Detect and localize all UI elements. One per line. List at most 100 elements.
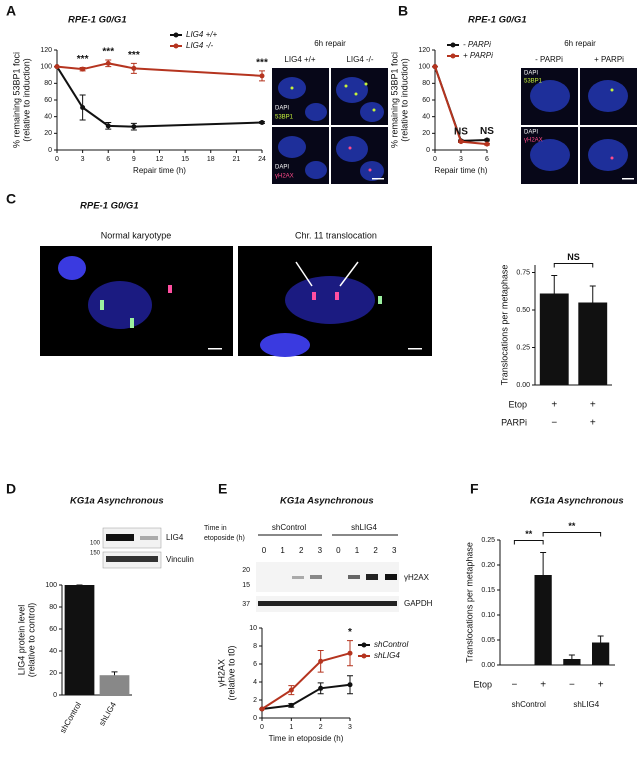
- micrograph-grid: [272, 68, 388, 184]
- bracket: [553, 263, 594, 268]
- band: [366, 574, 378, 580]
- y-tick-label: 10: [249, 625, 257, 632]
- y-tick-label: 0.50: [516, 307, 530, 314]
- scale-bar: [408, 348, 422, 350]
- chart-title: RPE-1 G0/G1: [68, 15, 127, 26]
- data-point: [131, 124, 137, 130]
- band: [348, 575, 360, 579]
- y-axis-label: γH2AX: [216, 659, 226, 687]
- bar: [539, 293, 569, 385]
- data-point: [105, 60, 111, 66]
- significance-label: ***: [77, 54, 89, 65]
- significance-label: ***: [128, 50, 140, 61]
- chart-title: KG1a Asynchronous: [70, 496, 164, 507]
- band: [140, 536, 158, 540]
- size-marker: 100: [90, 541, 101, 547]
- band-label: Vinculin: [166, 555, 194, 564]
- lane-label: 1: [355, 546, 360, 555]
- y-tick-label: 4: [253, 679, 257, 686]
- series-line: [261, 652, 351, 710]
- stain-label: γH2AX: [524, 138, 543, 144]
- error-bar: [111, 671, 118, 676]
- scale-bar: [372, 178, 384, 180]
- chromosomes: [285, 276, 375, 324]
- image-column-label: LIG4 -/-: [346, 55, 373, 64]
- bar: [578, 302, 608, 385]
- image-column-label: LIG4 +/+: [284, 55, 315, 64]
- panel-label: B: [398, 3, 408, 19]
- data-point: [259, 73, 265, 79]
- y-tick-label: 0.05: [481, 637, 495, 644]
- focus: [610, 88, 614, 92]
- focus: [348, 146, 352, 150]
- chromosome: [168, 285, 172, 293]
- x-tick-label: 2: [319, 724, 323, 731]
- x-axis-label: Time in etoposide (h): [269, 734, 344, 743]
- size-marker: 20: [242, 567, 250, 574]
- bracket: [513, 540, 544, 545]
- error-bar: [568, 654, 575, 659]
- image-header: 6h repair: [564, 39, 596, 48]
- image-column-label: - PARPi: [535, 55, 563, 64]
- bar: [534, 575, 552, 665]
- lane-label: 3: [318, 546, 323, 555]
- y-tick-label: 0.25: [481, 537, 495, 544]
- lane-label: 1: [280, 546, 285, 555]
- y-tick-label: 0.15: [481, 587, 495, 594]
- x-axis-label: Repair time (h): [435, 166, 488, 175]
- y-tick-label: 120: [418, 47, 430, 54]
- data-point: [131, 65, 137, 71]
- y-tick-label: 40: [49, 648, 57, 655]
- legend-label: - PARPi: [463, 40, 491, 49]
- legend-label: shLIG4: [374, 651, 400, 660]
- focus: [364, 82, 368, 86]
- stain-label: γH2AX: [275, 174, 294, 180]
- focus: [368, 168, 372, 172]
- x-tick-label: 24: [258, 156, 266, 163]
- nucleus: [305, 161, 327, 179]
- y-tick-label: 100: [418, 64, 430, 71]
- x-tick-label: 0: [433, 156, 437, 163]
- x-axis-label: Repair time (h): [133, 166, 186, 175]
- legend-marker: [173, 32, 179, 38]
- panel-label: F: [470, 481, 479, 497]
- micrograph-grid: [521, 68, 637, 184]
- row-label: Etop: [508, 399, 527, 409]
- y-axis-label: LIG4 protein level: [16, 605, 26, 676]
- group-label: shLIG4: [351, 523, 377, 532]
- y-tick-label: 0: [53, 692, 57, 699]
- y-tick-label: 8: [253, 643, 257, 650]
- row-label: Etop: [473, 679, 492, 689]
- y-tick-label: 0: [426, 147, 430, 154]
- band-label: LIG4: [166, 533, 184, 542]
- legend-marker: [173, 43, 179, 49]
- legend-marker: [450, 53, 456, 59]
- y-tick-label: 0.25: [516, 344, 530, 351]
- y-axis-label: Translocations per metaphase: [499, 265, 509, 386]
- y-tick-label: 60: [49, 626, 57, 633]
- x-tick-label: 9: [132, 156, 136, 163]
- nucleus: [336, 136, 368, 162]
- y-tick-label: 0.00: [516, 382, 530, 389]
- focus: [344, 84, 348, 88]
- chromosome: [100, 300, 104, 310]
- y-tick-label: 2: [253, 697, 257, 704]
- y-tick-label: 100: [40, 64, 52, 71]
- x-tick-label: 6: [485, 156, 489, 163]
- nucleus: [58, 256, 86, 280]
- error-bar: [540, 552, 547, 575]
- y-tick-label: 0.20: [481, 562, 495, 569]
- series-line: [261, 683, 351, 710]
- band: [310, 575, 322, 579]
- focus: [610, 156, 614, 160]
- bracket: [542, 532, 602, 537]
- stain-label: DAPI: [275, 165, 289, 171]
- series-line: [56, 62, 263, 77]
- band-label: γH2AX: [404, 573, 430, 582]
- lane-label: 0: [262, 546, 267, 555]
- y-axis-label: (relative to induction): [399, 58, 409, 142]
- nucleus: [530, 80, 570, 112]
- image-header: 6h repair: [314, 39, 346, 48]
- legend-marker: [361, 642, 367, 648]
- y-axis-label: % remaining 53BP1 foci: [389, 52, 399, 148]
